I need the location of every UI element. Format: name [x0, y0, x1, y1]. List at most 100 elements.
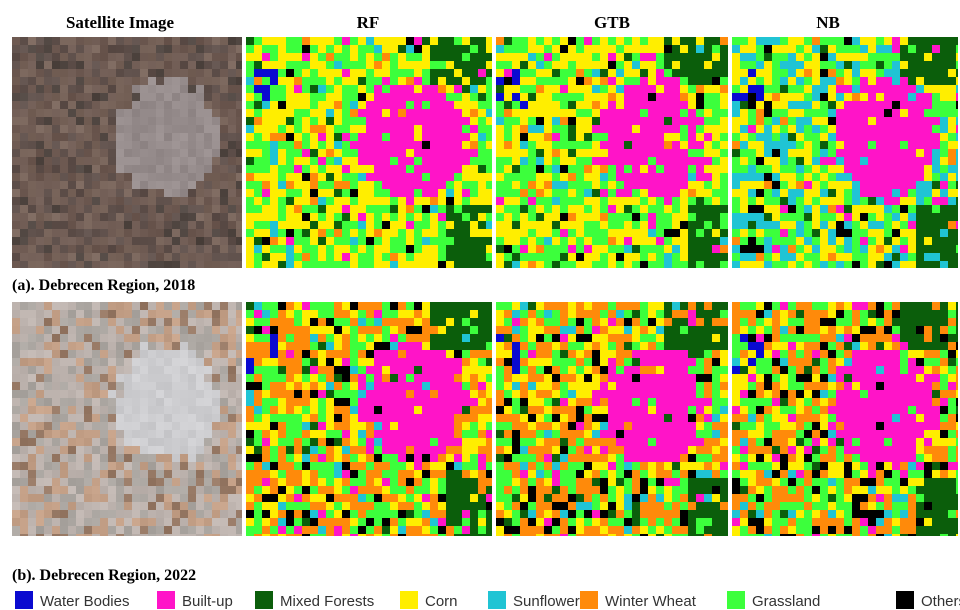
pixel-block [302, 45, 310, 53]
pixel-block [180, 61, 188, 69]
pixel-block [640, 61, 648, 69]
pixel-block [180, 181, 188, 189]
pixel-block [740, 93, 748, 101]
pixel-block [956, 109, 958, 117]
pixel-block [124, 526, 132, 534]
pixel-block [326, 125, 334, 133]
pixel-block [228, 173, 236, 181]
pixel-block [76, 302, 84, 310]
pixel-block [220, 93, 228, 101]
pixel-block [254, 382, 262, 390]
pixel-block [704, 85, 712, 93]
pixel-block [92, 486, 100, 494]
pixel-block [812, 157, 820, 165]
pixel-block [504, 157, 512, 165]
pixel-block [92, 526, 100, 534]
pixel-block [624, 69, 632, 77]
pixel-block [414, 149, 422, 157]
pixel-block [84, 245, 92, 253]
pixel-block [310, 109, 318, 117]
pixel-block [932, 189, 940, 197]
pixel-block [286, 69, 294, 77]
pixel-block [246, 53, 254, 61]
pixel-block [60, 165, 68, 173]
pixel-block [892, 237, 900, 245]
pixel-block [204, 125, 212, 133]
pixel-block [84, 398, 92, 406]
pixel-block [900, 61, 908, 69]
pixel-block [462, 245, 470, 253]
pixel-block [164, 486, 172, 494]
pixel-block [584, 133, 592, 141]
pixel-block [148, 181, 156, 189]
pixel-block [568, 45, 576, 53]
pixel-block [310, 205, 318, 213]
pixel-block [536, 253, 544, 261]
pixel-block [470, 470, 478, 478]
pixel-block [664, 197, 672, 205]
pixel-block [318, 245, 326, 253]
pixel-block [132, 382, 140, 390]
pixel-block [528, 141, 536, 149]
pixel-block [342, 366, 350, 374]
pixel-block [720, 261, 728, 268]
pixel-block [576, 237, 584, 245]
pixel-block [720, 189, 728, 197]
pixel-block [212, 430, 220, 438]
pixel-block [478, 261, 486, 268]
pixel-block [756, 141, 764, 149]
pixel-block [12, 502, 20, 510]
pixel-block [36, 101, 44, 109]
pixel-block [696, 197, 704, 205]
pixel-block [220, 173, 228, 181]
pixel-block [124, 422, 132, 430]
pixel-block [278, 398, 286, 406]
pixel-block [696, 189, 704, 197]
pixel-block [236, 101, 242, 109]
pixel-block [478, 342, 486, 350]
pixel-block [342, 141, 350, 149]
pixel-block [422, 446, 430, 454]
pixel-block [254, 350, 262, 358]
pixel-block [688, 141, 696, 149]
pixel-block [560, 53, 568, 61]
pixel-block [294, 253, 302, 261]
pixel-block [278, 197, 286, 205]
pixel-block [680, 261, 688, 268]
pixel-block [44, 77, 52, 85]
pixel-block [334, 117, 342, 125]
pixel-block [632, 173, 640, 181]
pixel-block [704, 69, 712, 77]
pixel-block [664, 109, 672, 117]
pixel-block [454, 253, 462, 261]
pixel-block [156, 518, 164, 526]
pixel-block [836, 189, 844, 197]
pixel-block [720, 253, 728, 261]
pixel-block [36, 205, 44, 213]
pixel-block [430, 101, 438, 109]
pixel-block [164, 221, 172, 229]
pixel-block [446, 173, 454, 181]
pixel-block [486, 165, 492, 173]
pixel-block [350, 69, 358, 77]
pixel-block [908, 53, 916, 61]
pixel-block [422, 173, 430, 181]
pixel-block [406, 310, 414, 318]
pixel-block [712, 109, 720, 117]
pixel-block [318, 61, 326, 69]
pixel-block [108, 390, 116, 398]
pixel-block [92, 350, 100, 358]
pixel-block [366, 69, 374, 77]
pixel-block [100, 526, 108, 534]
pixel-block [844, 261, 852, 268]
pixel-block [860, 61, 868, 69]
pixel-block [164, 462, 172, 470]
pixel-block [20, 109, 28, 117]
pixel-block [140, 181, 148, 189]
pixel-block [228, 101, 236, 109]
pixel-block [454, 93, 462, 101]
pixel-block [294, 93, 302, 101]
pixel-block [780, 141, 788, 149]
pixel-block [406, 173, 414, 181]
pixel-block [188, 494, 196, 502]
